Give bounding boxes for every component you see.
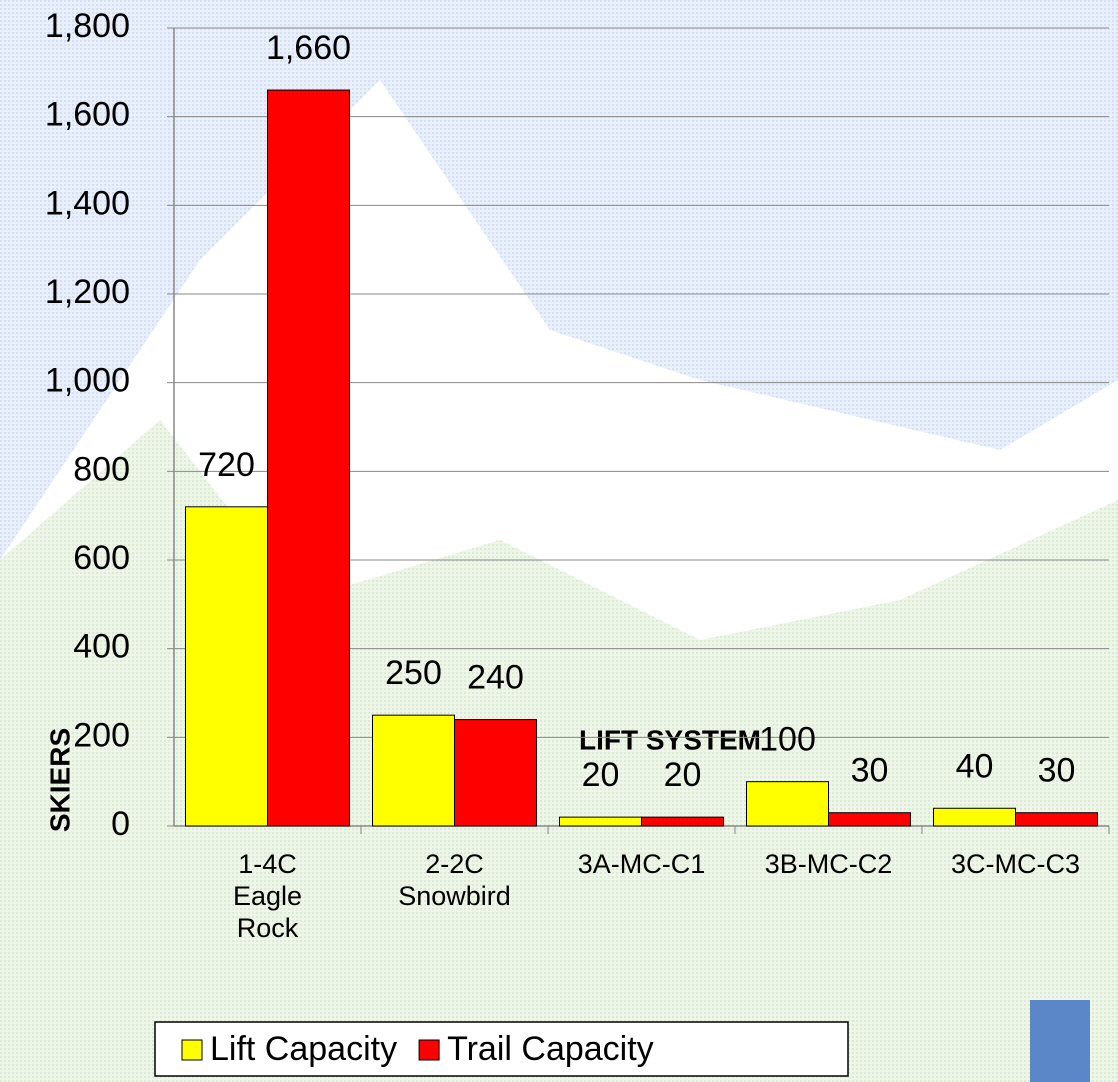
corner-block	[1030, 1000, 1090, 1082]
x-axis-title: LIFT SYSTEM	[579, 724, 761, 755]
data-label: 20	[664, 756, 702, 794]
y-tick-label: 600	[73, 539, 130, 577]
y-tick-label: 1,400	[45, 184, 130, 222]
legend-swatch	[418, 1039, 440, 1061]
y-axis-title: SKIERS	[44, 728, 75, 832]
x-tick-label: 3B-MC-C2	[764, 849, 893, 879]
bar	[933, 807, 1016, 827]
data-label: 240	[467, 659, 524, 697]
data-label: 30	[1038, 752, 1076, 790]
y-tick-label: 1,200	[45, 273, 130, 311]
legend-label: Trail Capacity	[447, 1030, 654, 1068]
bar	[559, 816, 642, 827]
bar	[267, 89, 350, 827]
y-tick-label: 1,000	[45, 362, 130, 400]
x-tick-label: 1-4C Eagle Rock	[232, 849, 303, 943]
data-label: 40	[956, 747, 994, 785]
data-label: 100	[759, 721, 816, 759]
bar	[641, 816, 724, 827]
bar	[1015, 812, 1098, 827]
bar	[454, 719, 537, 827]
x-tick-label: 2-2C Snowbird	[398, 849, 511, 911]
data-label: 30	[851, 752, 889, 790]
y-tick-label: 200	[73, 716, 130, 754]
bar	[828, 812, 911, 827]
data-label: 250	[385, 654, 442, 692]
legend-box	[154, 1021, 849, 1077]
x-tick-label: 3C-MC-C3	[950, 849, 1080, 879]
y-tick-label: 1,800	[45, 7, 130, 45]
data-label: 20	[582, 756, 620, 794]
y-tick-label: 1,600	[45, 96, 130, 134]
bar	[185, 506, 268, 827]
x-tick-label: 3A-MC-C1	[577, 849, 706, 879]
y-tick-label: 400	[73, 628, 130, 666]
y-tick-label: 800	[73, 450, 130, 488]
bar	[746, 781, 829, 827]
legend-label: Lift Capacity	[210, 1030, 397, 1068]
data-label: 1,660	[266, 29, 351, 67]
data-label: 720	[198, 446, 255, 484]
bar	[372, 714, 455, 827]
y-tick-label: 0	[111, 805, 130, 843]
legend-swatch	[181, 1039, 203, 1061]
